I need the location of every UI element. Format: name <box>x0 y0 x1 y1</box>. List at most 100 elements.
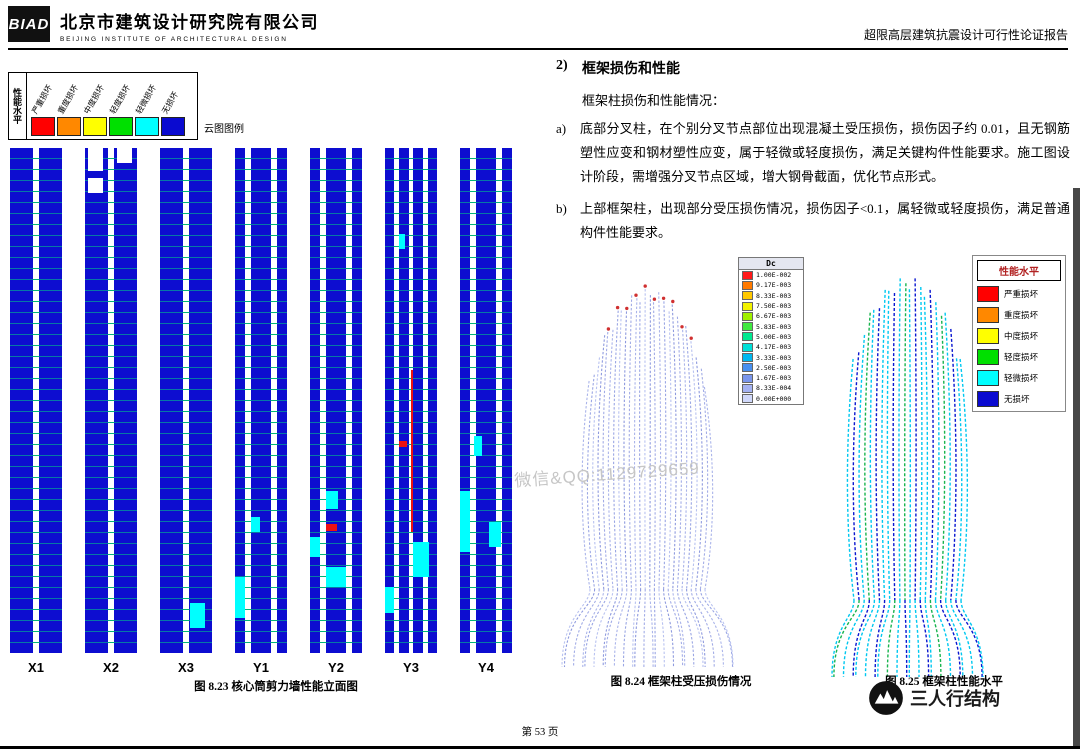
legend-label: 轻微损坏 <box>134 83 159 116</box>
perf-legend-swatch <box>977 349 999 365</box>
dc-legend-swatch <box>742 383 753 393</box>
brand-logo-icon <box>869 681 903 715</box>
perf-legend-row: 中度损坏 <box>977 328 1061 344</box>
section-heading: 2) 框架损伤和性能 <box>556 58 1070 78</box>
wall-label: X2 <box>103 660 119 675</box>
list-item-b: b) 上部框架柱，出现部分受压损伤情况，损伤因子<0.1，属轻微或轻度损伤，满足… <box>556 197 1070 245</box>
dc-legend-value: 6.67E-003 <box>756 312 792 321</box>
wall-patch <box>411 370 414 532</box>
wall-bar <box>114 148 137 653</box>
dc-legend-value: 1.67E-003 <box>756 374 792 383</box>
wall-bar <box>250 148 272 653</box>
dc-legend-row: 1.00E-002 <box>739 270 803 280</box>
dc-legend-row: 6.67E-003 <box>739 311 803 321</box>
legend823-cells: 严重损坏 重度损坏 中度损坏 轻度损坏 轻微损坏 无损坏 <box>27 73 197 139</box>
wall-bar <box>235 148 246 653</box>
wall-group-Y4: Y4 <box>460 148 512 675</box>
dc-legend-swatch <box>742 373 753 383</box>
dc-legend-swatch <box>742 353 753 363</box>
report-title: 超限高层建筑抗震设计可行性论证报告 <box>863 28 1068 42</box>
legend-swatch <box>83 117 107 136</box>
wall-patch <box>489 521 501 547</box>
wall-group-X1: X1 <box>10 148 62 675</box>
item-b-text: 上部框架柱，出现部分受压损伤情况，损伤因子<0.1，属轻微或轻度损伤，满足普通构… <box>580 201 1070 240</box>
wall-label: Y4 <box>478 660 494 675</box>
perf-legend-swatch <box>977 328 999 344</box>
wall-pane <box>385 148 437 653</box>
perf-legend-swatch <box>977 307 999 323</box>
biad-logo: BIAD <box>8 6 50 42</box>
perf-legend-label: 中度损坏 <box>1004 331 1039 341</box>
wall-patch <box>398 440 407 448</box>
brand-badge: 三人行结构 <box>868 680 1000 716</box>
wall-group-Y1: Y1 <box>235 148 287 675</box>
wall-bar <box>427 148 437 653</box>
wall-bar <box>501 148 512 653</box>
wall-group-Y3: Y3 <box>385 148 437 675</box>
legend-title-vertical: 性能水平 <box>9 73 27 139</box>
wall-bar <box>398 148 409 653</box>
walls: X1 X2 X3 Y1 Y2 Y3 Y4 <box>10 148 512 675</box>
legend-swatch <box>31 117 55 136</box>
dc-legend-title: Dc <box>739 258 803 270</box>
perf-legend-row: 严重损坏 <box>977 286 1061 302</box>
section-title: 框架损伤和性能 <box>582 62 680 77</box>
legend-swatch <box>57 117 81 136</box>
perf-legend-label: 轻微损坏 <box>1004 373 1039 383</box>
wall-pane <box>235 148 287 653</box>
wall-bar <box>385 148 395 653</box>
dc-legend-row: 8.33E-003 <box>739 291 803 301</box>
figure-8-23: 性能水平 严重损坏 重度损坏 中度损坏 轻度损坏 轻微损坏 无损坏 云图图例 X1 X2 X3… <box>6 70 546 710</box>
wall-bar <box>160 148 183 653</box>
dc-legend-row: 1.67E-003 <box>739 373 803 383</box>
dc-legend-value: 8.33E-003 <box>756 291 792 300</box>
performance-legend-823: 性能水平 严重损坏 重度损坏 中度损坏 轻度损坏 轻微损坏 无损坏 <box>8 72 198 140</box>
tower-performance-plot <box>831 278 984 678</box>
dc-legend-swatch <box>742 311 753 321</box>
figure-8-25-caption: 图 8.25 框架柱性能水平 <box>885 676 1003 688</box>
dc-legend-value: 2.50E-003 <box>756 363 792 372</box>
item-b-label: b) <box>556 201 567 216</box>
performance-legend-title: 性能水平 <box>977 260 1061 281</box>
wall-pane <box>160 148 212 653</box>
wall-patch <box>310 536 321 558</box>
wall-label: Y2 <box>328 660 344 675</box>
dc-legend-swatch <box>742 322 753 332</box>
dc-legend-value: 4.17E-003 <box>756 343 792 352</box>
perf-legend-label: 严重损坏 <box>1004 289 1039 299</box>
dc-legend-row: 5.83E-003 <box>739 321 803 332</box>
dc-legend-value: 5.83E-003 <box>756 322 792 331</box>
company-name-cn: 北京市建筑设计研究院有限公司 <box>60 13 319 32</box>
wall-patch <box>460 491 471 552</box>
wall-pane <box>460 148 512 653</box>
company-name-en: BEIJING INSTITUTE OF ARCHITECTURAL DESIG… <box>60 36 288 43</box>
dc-legend: Dc 1.00E-002 9.17E-003 8.33E-003 7.50E-003 6… <box>738 257 804 405</box>
wall-bar <box>85 148 108 653</box>
figure-8-24-caption: 图 8.24 框架柱受压损伤情况 <box>610 676 752 688</box>
text-column: 2) 框架损伤和性能 框架柱损伤和性能情况： a) 底部分叉柱，在个别分叉节点部… <box>556 58 1070 691</box>
dc-legend-value: 9.17E-003 <box>756 281 792 290</box>
figure-8-23-caption: 图 8.23 核心筒剪力墙性能立面图 <box>194 681 358 693</box>
wall-pane <box>310 148 362 653</box>
wall-label: X3 <box>178 660 194 675</box>
header-divider <box>8 48 1068 50</box>
dc-legend-row: 9.17E-003 <box>739 280 803 290</box>
legend-swatch <box>161 117 185 136</box>
perf-legend-rows: 严重损坏 重度损坏 中度损坏 轻度损坏 轻微损坏 无损坏 <box>977 286 1061 407</box>
wall-patch <box>117 148 132 164</box>
company-block: 北京市建筑设计研究院有限公司 BEIJING INSTITUTE OF ARCH… <box>60 8 319 43</box>
item-a-text: 底部分叉柱，在个别分叉节点部位出现混凝土受压损伤，损伤因子约 0.01，且无钢筋… <box>580 121 1070 184</box>
wall-patch <box>325 567 347 588</box>
scrollbar-thumb[interactable] <box>1073 188 1080 746</box>
wall-group-Y2: Y2 <box>310 148 362 675</box>
legend-label: 重度损坏 <box>56 83 81 116</box>
wall-bar <box>39 148 62 653</box>
perf-legend-row: 轻度损坏 <box>977 349 1061 365</box>
wall-bar <box>189 148 212 653</box>
wall-label: Y3 <box>403 660 419 675</box>
legend-label: 无损坏 <box>160 90 181 116</box>
wall-label: X1 <box>28 660 44 675</box>
cloud-legend-note: 云图图例 <box>204 124 244 135</box>
wall-patch <box>190 602 205 628</box>
dc-legend-swatch <box>742 280 753 290</box>
